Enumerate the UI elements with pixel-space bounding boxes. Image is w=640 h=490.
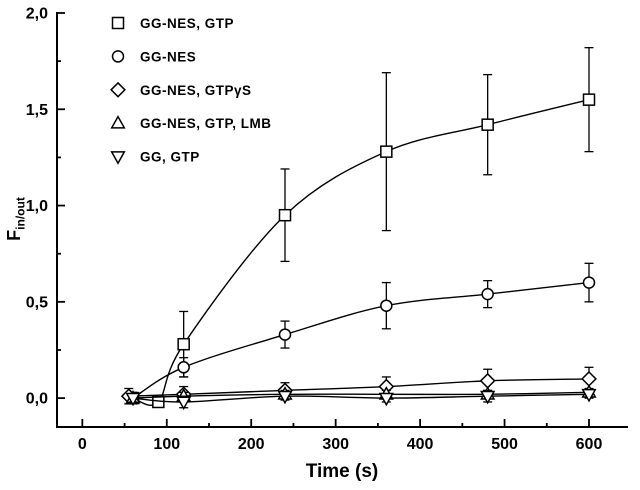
marker-triangle-up <box>110 115 126 129</box>
marker-triangle-down <box>480 390 496 405</box>
x-tick-label: 100 <box>153 436 180 453</box>
marker-square <box>582 93 596 106</box>
y-tick-label: 2,0 <box>26 6 48 23</box>
legend-item: GG-NES, GTP, LMB <box>110 115 272 131</box>
marker-square <box>481 118 494 131</box>
x-tick-label: 200 <box>238 436 265 453</box>
ticks <box>57 12 590 427</box>
marker-triangle-down <box>277 390 293 405</box>
marker-diamond <box>581 370 597 387</box>
marker-square <box>177 337 190 351</box>
x-tick-label: 0 <box>78 436 87 453</box>
x-axis-label: Time (s) <box>305 461 379 482</box>
series-circle <box>126 262 596 405</box>
marker-square <box>380 145 393 158</box>
x-tick-label: 300 <box>322 436 349 453</box>
marker-diamond <box>110 81 126 98</box>
y-axis-label: Fin/out <box>2 169 28 269</box>
y-tick-label: 0,5 <box>26 294 48 311</box>
legend-item: GG-NES <box>111 49 196 64</box>
marker-circle <box>278 328 292 341</box>
y-tick-label: 1,5 <box>26 102 48 119</box>
x-tick-label: 500 <box>491 436 518 453</box>
marker-circle <box>582 276 596 289</box>
x-tick-label: 400 <box>407 436 434 453</box>
legend-item: GG, GTP <box>110 150 200 165</box>
marker-triangle-down <box>110 151 126 165</box>
legend-label: GG-NES <box>140 49 196 64</box>
fit-curve <box>132 281 590 399</box>
series-diamond <box>120 366 597 405</box>
marker-circle <box>380 299 393 312</box>
x-tick-label: 600 <box>576 436 603 453</box>
marker-triangle-down <box>378 392 394 407</box>
legend-label: GG-NES, GTP <box>140 16 234 31</box>
marker-triangle-down <box>581 388 597 403</box>
y-tick-label: 1,0 <box>26 198 48 215</box>
marker-circle <box>111 50 125 63</box>
legend-label: GG-NES, GTPγS <box>140 83 252 98</box>
axes <box>56 12 628 428</box>
legend-label: GG, GTP <box>140 150 200 165</box>
fit-curve <box>132 99 590 406</box>
series-triangle-down <box>125 388 597 411</box>
tick-labels: 0 100 200 300 400 500 600 0,0 0,5 1,0 1,5 2,0 <box>26 6 603 454</box>
y-axis-label-main: F <box>4 229 24 241</box>
legend-item: GG-NES, GTPγS <box>110 81 252 98</box>
marker-square <box>278 208 292 222</box>
legend-item: GG-NES, GTP <box>111 16 234 31</box>
marker-triangle-down <box>176 396 192 411</box>
y-axis-label-sub: in/out <box>13 197 28 230</box>
marker-circle <box>177 361 190 374</box>
marker-circle <box>481 287 494 301</box>
legend-label: GG-NES, GTP, LMB <box>140 116 272 131</box>
series-square <box>126 47 596 409</box>
marker-square <box>111 16 125 30</box>
marker-diamond <box>479 372 496 389</box>
legend: GG-NES, GTP GG-NES GG-NES, GTPγS GG-NES, GT… <box>110 16 272 165</box>
marker-triangle-down <box>125 392 141 407</box>
y-tick-label: 0,0 <box>26 391 48 408</box>
